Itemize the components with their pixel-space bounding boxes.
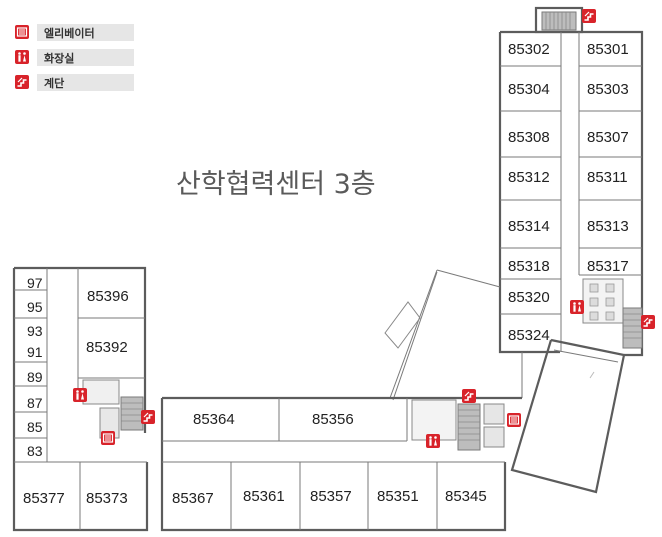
room-85367: 85367: [172, 490, 214, 507]
connector: [384, 269, 626, 494]
room-85345: 85345: [445, 488, 487, 505]
stairs-icon: [581, 8, 597, 24]
south-wing: 85364 85356 85367 85361 85357 85351 8534…: [160, 388, 522, 532]
room-85318: 85318: [508, 258, 550, 275]
stairs-icon: [140, 409, 156, 425]
map-title: 산학협력센터 3층: [176, 169, 376, 200]
room-95: 95: [27, 299, 43, 315]
stairs-icon: [640, 314, 656, 330]
legend-label-restroom: 화장실: [44, 51, 74, 65]
room-83: 83: [27, 443, 43, 459]
east-wing: 85302 85301 85304 85303 85308 85307 8531…: [498, 6, 656, 357]
room-85324: 85324: [508, 327, 550, 344]
room-85377: 85377: [23, 490, 65, 507]
restroom-icon: [426, 434, 440, 448]
room-85361: 85361: [243, 488, 285, 505]
room-85357: 85357: [310, 488, 352, 505]
room-85: 85: [27, 419, 43, 435]
room-85392: 85392: [86, 339, 128, 356]
room-85313: 85313: [587, 218, 629, 235]
restroom-icon: [73, 388, 87, 402]
legend-item-elevator: 엘리베이터: [14, 24, 134, 41]
room-85317: 85317: [587, 258, 629, 275]
stairs-icon: [14, 74, 30, 90]
legend-label-stairs: 계단: [44, 76, 64, 90]
room-85373: 85373: [86, 490, 128, 507]
room-85304: 85304: [508, 81, 550, 98]
room-89: 89: [27, 369, 43, 385]
room-85396: 85396: [87, 288, 129, 305]
room-85301: 85301: [587, 41, 629, 58]
room-85364: 85364: [193, 411, 235, 428]
room-85308: 85308: [508, 129, 550, 146]
restroom-icon: [570, 300, 584, 314]
room-91: 91: [27, 344, 43, 360]
room-85314: 85314: [508, 218, 550, 235]
room-85351: 85351: [377, 488, 419, 505]
west-wing: 97 95 93 91 89 87 85 83 85396 85392 8537…: [12, 266, 156, 532]
room-85303: 85303: [587, 81, 629, 98]
room-85312: 85312: [508, 169, 550, 186]
stairs-icon: [461, 388, 477, 404]
elevator-icon: [506, 412, 522, 428]
restroom-icon: [15, 50, 29, 64]
room-85302: 85302: [508, 41, 550, 58]
legend-label-elevator: 엘리베이터: [44, 26, 95, 40]
room-85307: 85307: [587, 129, 629, 146]
room-85311: 85311: [587, 169, 628, 186]
legend-item-stairs: 계단: [14, 74, 134, 91]
room-97: 97: [27, 275, 43, 291]
legend: 엘리베이터 화장실 계단: [14, 24, 134, 91]
room-85356: 85356: [312, 411, 354, 428]
elevator-icon: [100, 430, 116, 446]
room-93: 93: [27, 323, 43, 339]
room-85320: 85320: [508, 289, 550, 306]
legend-item-restroom: 화장실: [15, 49, 134, 66]
room-87: 87: [27, 395, 43, 411]
elevator-icon: [14, 24, 30, 40]
